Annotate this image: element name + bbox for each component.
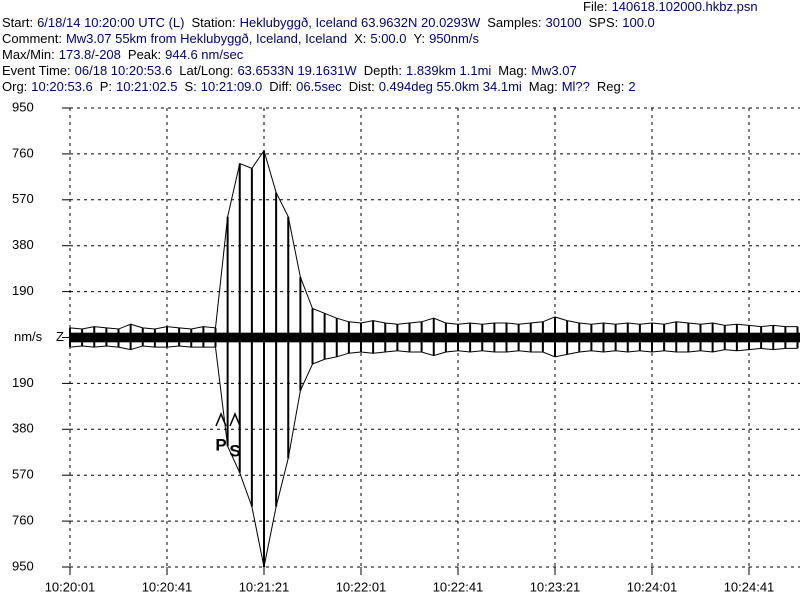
y-tick-label: 760 (12, 145, 34, 160)
x-tick-label: 10:24:01 (627, 579, 678, 594)
header-value: 06.5sec (296, 79, 342, 94)
header-value: Heklubyggð, Iceland 63.9632N 20.0293W (240, 15, 481, 30)
pick-arrow (215, 412, 227, 427)
header-value: Mw3.07 55km from Heklubyggð, Iceland, Ic… (66, 31, 347, 46)
header-value: 0.494deg 55.0km 34.1mi (379, 79, 522, 94)
x-tick-label: 10:24:41 (724, 579, 775, 594)
pick-label: S (229, 441, 240, 460)
header-value: 173.8/-208 (59, 47, 121, 62)
header-value: 63.6533N 19.1631W (237, 63, 357, 78)
trace-body (70, 332, 800, 343)
header-value: 10:21:02.5 (116, 79, 177, 94)
y-tick-label: 760 (12, 513, 34, 528)
y-tick-label: 190 (12, 375, 34, 390)
header-label: P: (100, 79, 112, 94)
header-label: Lat/Long: (179, 63, 233, 78)
header-value: 10:21:09.0 (201, 79, 262, 94)
y-tick-label: 380 (12, 237, 34, 252)
header-label: Comment: (2, 31, 62, 46)
x-tick-label: 10:22:01 (336, 579, 387, 594)
pick-label: P (215, 435, 226, 454)
header-label: X: (354, 31, 366, 46)
header-label: Diff: (269, 79, 292, 94)
y-tick-label: nm/s (14, 329, 43, 344)
header-value: 2 (628, 79, 635, 94)
y-tick-label: 950 (12, 99, 34, 114)
y-tick-label: 570 (12, 467, 34, 482)
header-label: S: (185, 79, 197, 94)
y-tick-label: 950 (12, 558, 34, 573)
header-label: Mag: (529, 79, 558, 94)
header-line: Start: 6/18/14 10:20:00 UTC (L) Station: He… (2, 15, 655, 30)
header-label: Station: (192, 15, 236, 30)
y-tick-label: 190 (12, 283, 34, 298)
header-label: Reg: (597, 79, 624, 94)
header-value: Ml?? (562, 79, 590, 94)
header-label: File: (583, 0, 608, 14)
header-value: 1.839km 1.1mi (406, 63, 491, 78)
header-value: 30100 (545, 15, 581, 30)
x-tick-label: 10:20:41 (142, 579, 193, 594)
header-line: File: 140618.102000.hkbz.psn (583, 0, 758, 14)
x-tick-label: 10:20:01 (45, 579, 96, 594)
header-label: Samples: (487, 15, 541, 30)
header-value: 6/18/14 10:20:00 UTC (L) (37, 15, 184, 30)
y-tick-label: 380 (12, 421, 34, 436)
header-value: 5:00.0 (370, 31, 406, 46)
header-label: Y: (414, 31, 426, 46)
header-line: Max/Min: 173.8/-208 Peak: 944.6 nm/sec (2, 47, 244, 62)
x-tick-label: 10:23:21 (530, 579, 581, 594)
x-tick-label: 10:22:41 (433, 579, 484, 594)
header-label: Depth: (364, 63, 402, 78)
pick-arrow (229, 412, 241, 427)
header-value: 140618.102000.hkbz.psn (612, 0, 758, 14)
header-line: Comment: Mw3.07 55km from Heklubyggð, Ice… (2, 31, 479, 46)
header-label: Org: (2, 79, 27, 94)
header-label: Start: (2, 15, 33, 30)
header-value: 100.0 (622, 15, 655, 30)
header-value: Mw3.07 (531, 63, 577, 78)
header-value: 944.6 nm/sec (165, 47, 244, 62)
header-label: Mag: (498, 63, 527, 78)
header-label: Peak: (128, 47, 161, 62)
header-label: SPS: (589, 15, 619, 30)
trace-envelope (69, 149, 798, 330)
header-label: Event Time: (2, 63, 71, 78)
x-tick-label: 10:21:21 (239, 579, 290, 594)
y-tick-label: 570 (12, 191, 34, 206)
header-value: 950nm/s (429, 31, 479, 46)
channel-label: Z (56, 329, 64, 344)
header-value: 10:20:53.6 (31, 79, 92, 94)
header-label: Max/Min: (2, 47, 55, 62)
header-line: Event Time: 06/18 10:20:53.6 Lat/Long: 63.6… (2, 63, 577, 78)
trace-envelope (69, 345, 798, 568)
header-line: Org: 10:20:53.6 P: 10:21:02.5 S: 10:21:09.0 Di… (2, 79, 636, 94)
header-value: 06/18 10:20:53.6 (75, 63, 173, 78)
header-label: Dist: (349, 79, 375, 94)
